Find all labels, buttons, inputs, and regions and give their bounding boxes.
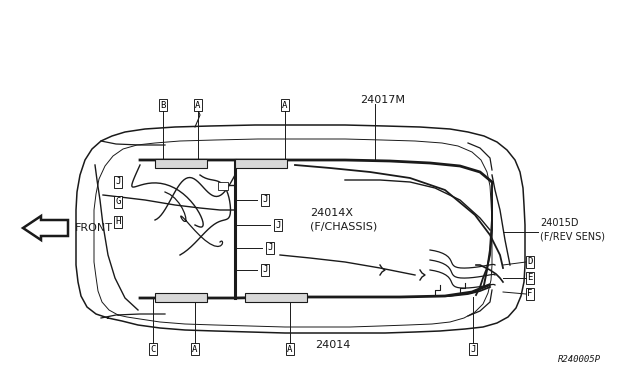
Text: A: A	[282, 100, 288, 109]
Text: J: J	[268, 244, 273, 253]
Text: A: A	[192, 344, 198, 353]
Text: B: B	[160, 100, 166, 109]
Bar	[245, 293, 307, 302]
Text: J: J	[275, 221, 281, 230]
Text: A: A	[195, 100, 201, 109]
Text: C: C	[150, 344, 156, 353]
Text: J: J	[470, 344, 476, 353]
Bar	[235, 159, 287, 168]
Bar	[155, 159, 207, 168]
Text: F: F	[527, 289, 532, 298]
Text: 24014: 24014	[315, 340, 350, 350]
Text: 24014X
(F/CHASSIS): 24014X (F/CHASSIS)	[310, 208, 377, 232]
Bar	[218, 182, 228, 190]
Text: E: E	[527, 273, 532, 282]
Text: J: J	[262, 196, 268, 205]
Text: D: D	[527, 257, 532, 266]
Text: R240005P: R240005P	[558, 356, 601, 365]
Text: H: H	[115, 218, 121, 227]
FancyArrow shape	[23, 216, 68, 240]
Bar	[155, 293, 207, 302]
Text: J: J	[115, 177, 121, 186]
Text: 24017M: 24017M	[360, 95, 405, 105]
Text: A: A	[287, 344, 292, 353]
Text: FRONT: FRONT	[75, 223, 113, 233]
Text: G: G	[115, 198, 121, 206]
Text: 24015D
(F/REV SENS): 24015D (F/REV SENS)	[540, 218, 605, 241]
Text: J: J	[262, 266, 268, 275]
